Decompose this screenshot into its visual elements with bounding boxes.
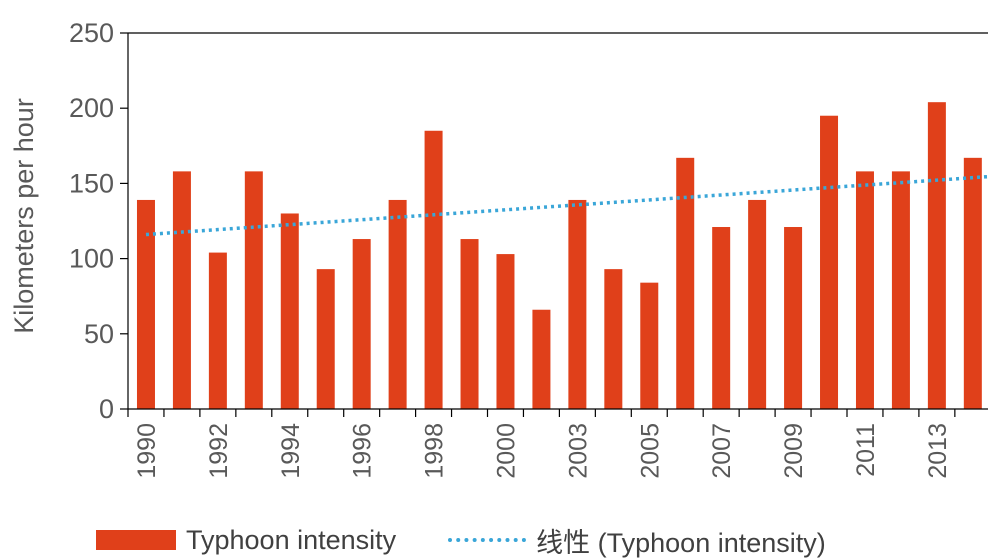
- x-tick-label-2013: 2013: [924, 423, 952, 479]
- x-tick-label-2007: 2007: [708, 423, 736, 479]
- x-tick-label-2003: 2003: [564, 423, 592, 479]
- bar-1991: [173, 171, 191, 409]
- legend-item-trendline: 线性 (Typhoon intensity): [448, 521, 826, 560]
- plot-area: 0 50 100 150 200 250 1990 1992 1994 1996 1998 2000 2…: [69, 18, 988, 479]
- bar-1998: [425, 131, 443, 409]
- bar-1990: [137, 200, 155, 409]
- x-tick-label-2005: 2005: [636, 423, 664, 479]
- bar-1996: [353, 239, 371, 409]
- bar-1995: [317, 269, 335, 409]
- y-tick-label-200: 200: [69, 93, 114, 123]
- bar-2008: [748, 200, 766, 409]
- bar-1994: [281, 213, 299, 409]
- bar-2005: [640, 283, 658, 409]
- y-tick-label-150: 150: [69, 168, 114, 198]
- legend-swatch-bars: [96, 530, 176, 550]
- legend-swatch-trendline: [448, 538, 526, 542]
- bar-2010: [820, 116, 838, 409]
- y-axis-label: Kilometers per hour: [9, 98, 39, 334]
- bar-2011: [856, 171, 874, 409]
- x-tick-label-1992: 1992: [205, 423, 233, 479]
- bar-2004: [604, 269, 622, 409]
- bar-2012: [892, 171, 910, 409]
- legend: Typhoon intensity 线性 (Typhoon intensity): [96, 522, 878, 558]
- x-tick-label-2000: 2000: [492, 423, 520, 479]
- x-tick-label-2011: 2011: [852, 423, 880, 477]
- y-tick-label-50: 50: [84, 319, 114, 349]
- bar-1997: [389, 200, 407, 409]
- x-tick-label-1994: 1994: [277, 423, 305, 479]
- x-tick-label-1998: 1998: [421, 423, 449, 479]
- bar-1993: [245, 171, 263, 409]
- bar-2009: [784, 227, 802, 409]
- chart: 0 50 100 150 200 250 1990 1992 1994 1996 1998 2000 2…: [0, 0, 988, 520]
- x-tick-label-1990: 1990: [133, 423, 161, 479]
- bar-2007: [712, 227, 730, 409]
- bar-2014: [964, 158, 982, 409]
- bar-2013: [928, 102, 946, 409]
- y-tick-label-0: 0: [99, 394, 114, 424]
- bar-2003: [568, 200, 586, 409]
- y-tick-label-100: 100: [69, 244, 114, 274]
- legend-label-bars: Typhoon intensity: [186, 525, 396, 556]
- bar-2000: [496, 254, 514, 409]
- bar-1999: [461, 239, 479, 409]
- bar-1992: [209, 253, 227, 409]
- bar-2002: [532, 310, 550, 409]
- y-tick-label-250: 250: [69, 18, 114, 48]
- legend-label-trendline: 线性 (Typhoon intensity): [536, 521, 826, 560]
- x-tick-label-1996: 1996: [349, 423, 377, 479]
- x-tick-label-2009: 2009: [780, 423, 808, 479]
- legend-item-bars: Typhoon intensity: [96, 525, 396, 556]
